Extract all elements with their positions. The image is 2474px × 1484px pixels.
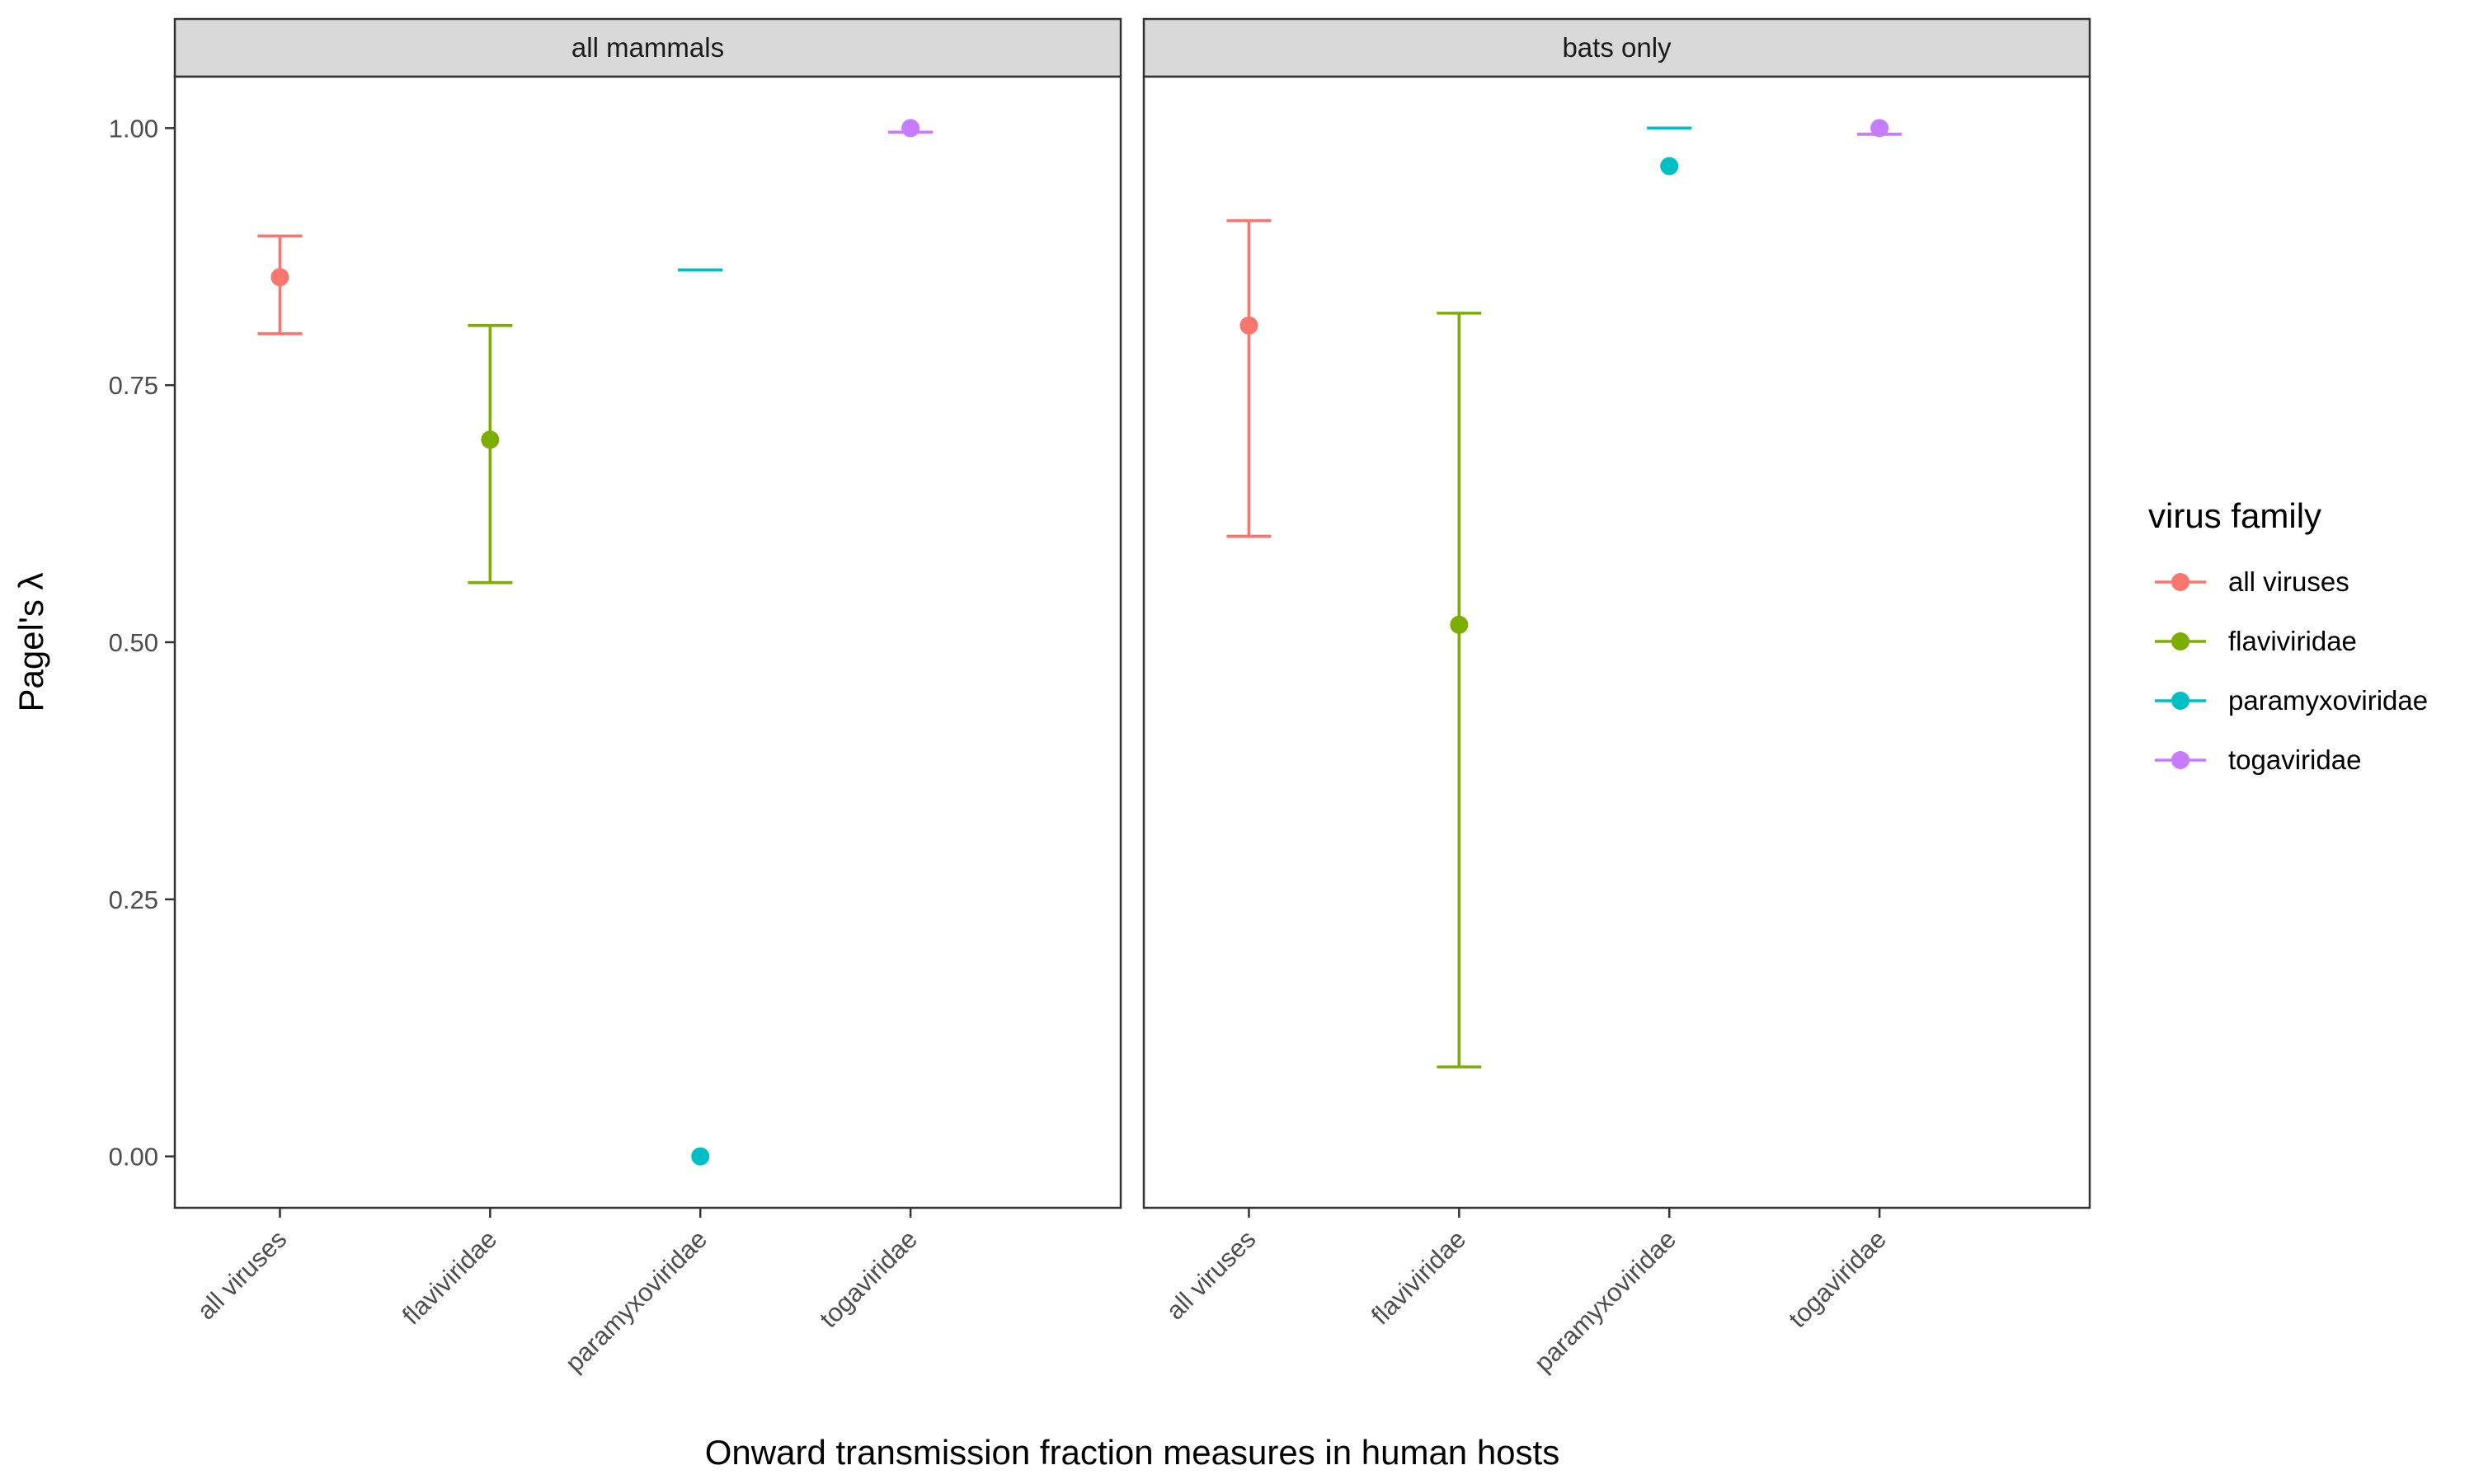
legend-label: flaviviridae xyxy=(2228,626,2357,656)
x-tick-label: all viruses xyxy=(191,1224,292,1325)
x-tick-label: flaviviridae xyxy=(397,1224,502,1330)
legend-key-point xyxy=(2171,692,2189,710)
errorbar xyxy=(1437,312,1482,1068)
legend-key xyxy=(2155,751,2206,769)
y-tick-label: 0.25 xyxy=(109,885,158,914)
x-tick-label: togaviridae xyxy=(1783,1224,1892,1333)
data-point xyxy=(1450,615,1469,634)
facet-strip-label: all mammals xyxy=(571,32,724,63)
x-tick-label: paramyxoviridae xyxy=(560,1224,713,1378)
facet-strip-label: bats only xyxy=(1562,32,1672,63)
y-axis-title: Pagel's λ xyxy=(12,572,50,711)
x-tick-label: all viruses xyxy=(1160,1224,1261,1325)
data-point xyxy=(1660,157,1679,176)
legend-label: all viruses xyxy=(2228,566,2349,597)
data-point xyxy=(691,1147,710,1166)
legend-label: togaviridae xyxy=(2228,744,2361,775)
legend-key xyxy=(2155,573,2206,591)
x-tick-label: togaviridae xyxy=(814,1224,923,1333)
y-tick-label: 0.50 xyxy=(109,628,158,657)
panel-border xyxy=(173,75,1122,1209)
legend-key xyxy=(2155,692,2206,710)
y-tick-label: 1.00 xyxy=(109,114,158,143)
legend-title: virus family xyxy=(2148,496,2321,535)
facet-strip xyxy=(173,17,1122,78)
facet-panel-0: all mammals all viruses flaviviridae paramy… xyxy=(173,17,1122,1378)
legend: virus family all viruses flaviviridae para… xyxy=(2148,496,2428,775)
data-point xyxy=(901,119,920,138)
y-axis: 0.00 0.25 0.50 0.75 1.00 xyxy=(109,114,175,1172)
data-point xyxy=(1870,119,1889,138)
legend-label: paramyxoviridae xyxy=(2228,685,2428,716)
legend-key-point xyxy=(2171,751,2189,769)
data-point xyxy=(270,268,289,287)
x-tick-label: paramyxoviridae xyxy=(1529,1224,1682,1378)
data-point xyxy=(481,430,500,449)
facet-panel-1: bats only all viruses flaviviridae paramyxo… xyxy=(1142,17,2091,1378)
y-tick-label: 0.00 xyxy=(109,1143,158,1172)
x-axis-title: Onward transmission fraction measures in… xyxy=(705,1433,1559,1472)
data-point xyxy=(1239,316,1258,335)
x-tick-label: flaviviridae xyxy=(1366,1224,1471,1330)
y-tick-label: 0.75 xyxy=(109,371,158,400)
legend-key-point xyxy=(2171,632,2189,650)
facet-panels: all mammals all viruses flaviviridae paramy… xyxy=(173,17,2091,1378)
errorbar xyxy=(468,324,513,585)
errorbar xyxy=(1226,218,1272,538)
facet-strip xyxy=(1142,17,2091,78)
panel-border xyxy=(1142,75,2091,1209)
legend-key xyxy=(2155,632,2206,650)
legend-key-point xyxy=(2171,573,2189,591)
